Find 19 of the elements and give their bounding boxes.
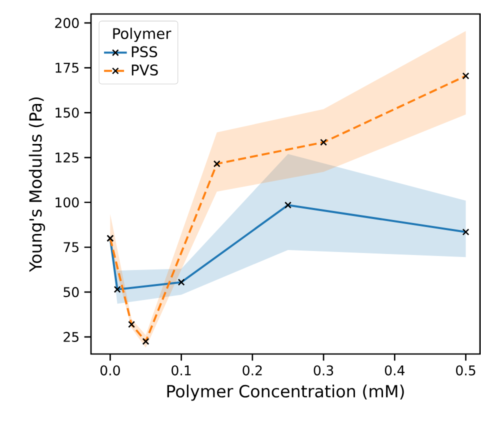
y-tick-label: 50 — [64, 287, 79, 298]
legend-title: Polymer — [113, 28, 172, 42]
x-tick-label: 0.1 — [172, 365, 191, 376]
x-tick-label: 0.5 — [456, 365, 476, 376]
y-tick-label: 125 — [56, 152, 78, 163]
x-tick-label: 0.3 — [314, 365, 334, 376]
y-tick-label: 175 — [56, 62, 78, 73]
legend-label: PSS — [132, 46, 158, 58]
y-tick-label: 100 — [56, 197, 79, 208]
x-axis-title: Polymer Concentration (mM) — [167, 384, 404, 401]
y-tick-label: 200 — [55, 18, 79, 28]
y-tick-label: 150 — [56, 108, 79, 118]
x-tick-label: 0.4 — [384, 365, 405, 376]
legend-label: PVS — [132, 64, 158, 76]
x-tick-label: 0.2 — [242, 365, 262, 376]
x-tick-label: 0.0 — [100, 365, 120, 376]
y-tick-label: 75 — [64, 242, 78, 252]
y-axis-title: Young's Modulus (Pa) — [28, 97, 46, 272]
y-tick-label: 25 — [64, 332, 78, 342]
